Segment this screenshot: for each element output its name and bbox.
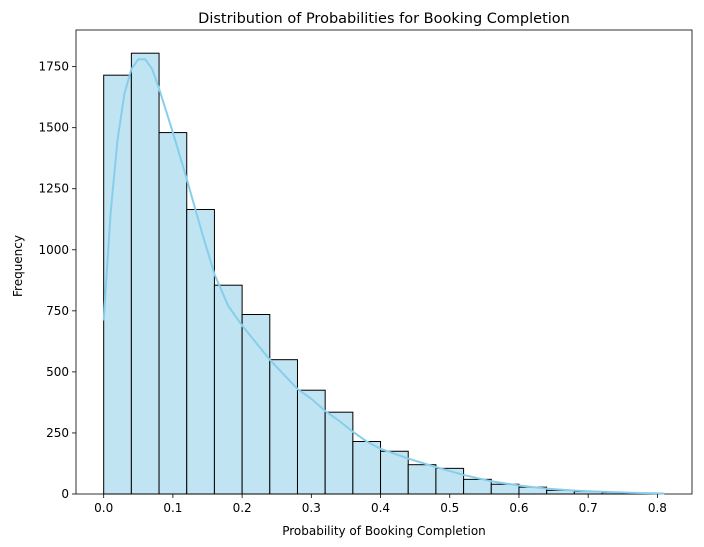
histogram-bar (213, 284, 243, 495)
y-tick-label: 1750 (38, 60, 69, 74)
histogram-bar (186, 208, 215, 495)
y-tick-label: 250 (46, 426, 69, 440)
histogram-bar (407, 464, 437, 495)
x-axis: 0.0 0.1 0.2 0.3 0.4 0.5 0.6 0.7 0.8 (94, 494, 667, 515)
histogram-bar (296, 389, 326, 495)
x-tick-label: 0.5 (440, 501, 459, 515)
x-tick-label: 0.7 (579, 501, 598, 515)
y-axis-title: Frequency (11, 235, 25, 297)
y-tick-label: 0 (61, 487, 69, 501)
histogram-bar (352, 440, 382, 495)
x-axis-title: Probability of Booking Completion (282, 524, 486, 538)
x-tick-label: 0.3 (302, 501, 321, 515)
histogram-bar (241, 314, 271, 495)
x-tick-label: 0.6 (509, 501, 528, 515)
histogram-bar (158, 132, 188, 495)
x-tick-label: 0.0 (94, 501, 113, 515)
y-tick-label: 1250 (38, 182, 69, 196)
y-axis: 0 250 500 750 1000 1250 1500 1750 (38, 60, 76, 501)
chart-title: Distribution of Probabilities for Bookin… (198, 11, 570, 27)
kde-curve (102, 58, 665, 495)
histogram-bar (324, 411, 354, 495)
x-tick-label: 0.1 (163, 501, 182, 515)
x-tick-label: 0.8 (648, 501, 667, 515)
y-tick-label: 750 (46, 304, 69, 318)
histogram-bar (463, 478, 492, 495)
x-tick-label: 0.2 (233, 501, 252, 515)
histogram-bar (380, 450, 409, 495)
y-tick-label: 1000 (38, 243, 69, 257)
y-tick-label: 500 (46, 365, 69, 379)
histogram-bar (269, 359, 298, 495)
histogram-bars (103, 52, 658, 495)
x-tick-label: 0.4 (371, 501, 390, 515)
y-tick-label: 1500 (38, 121, 69, 135)
histogram-bar (435, 467, 465, 495)
histogram-bar (130, 52, 160, 495)
